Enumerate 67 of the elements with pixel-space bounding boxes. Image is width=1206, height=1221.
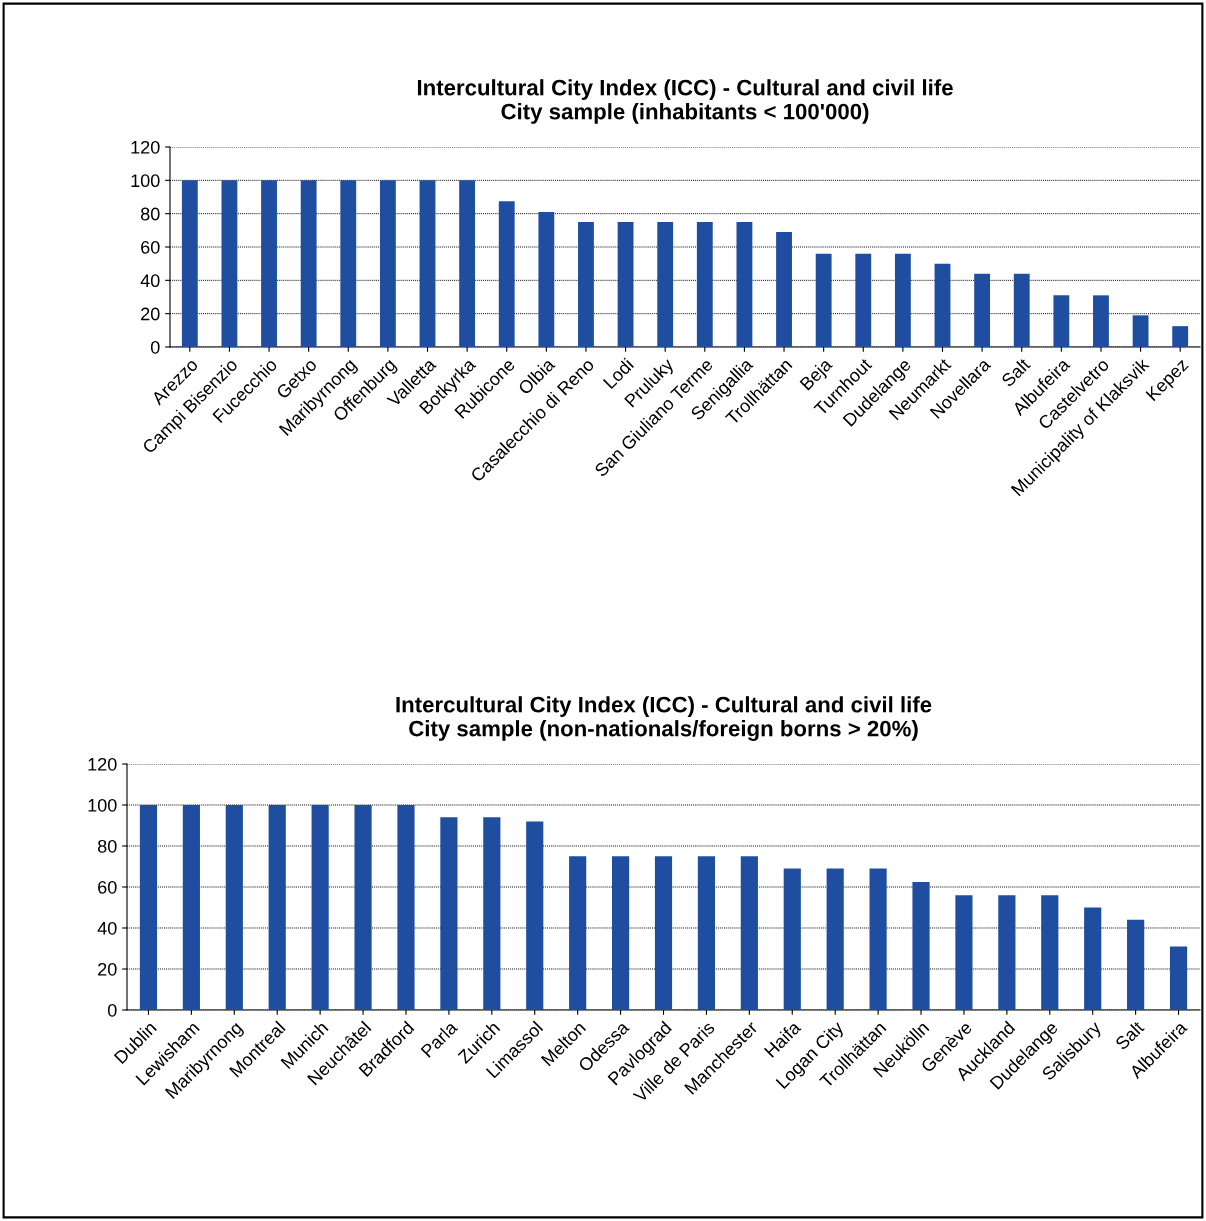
bar bbox=[1084, 907, 1102, 1010]
chart-title: Intercultural City Index (ICC) - Cultural and civil life City sample (inhabitants < 100'000) bbox=[417, 79, 953, 124]
y-tick-label: 100 bbox=[88, 798, 117, 812]
bar bbox=[815, 253, 832, 347]
bar bbox=[654, 856, 673, 1010]
y-tick-label: 80 bbox=[97, 839, 117, 853]
bar bbox=[1093, 295, 1109, 347]
bar bbox=[181, 180, 198, 347]
bar bbox=[354, 805, 372, 1010]
bar bbox=[974, 273, 991, 347]
bar bbox=[740, 856, 758, 1010]
bar bbox=[440, 817, 458, 1010]
bar bbox=[459, 180, 476, 347]
y-tick-label: 120 bbox=[131, 140, 160, 154]
bar bbox=[696, 222, 713, 347]
bar bbox=[855, 253, 872, 347]
y-tick-label: 60 bbox=[141, 240, 160, 254]
bar bbox=[538, 212, 555, 347]
bar bbox=[826, 868, 844, 1010]
bar bbox=[182, 805, 200, 1010]
bar bbox=[397, 805, 415, 1010]
bar bbox=[1169, 946, 1188, 1010]
bar bbox=[869, 868, 887, 1010]
bar bbox=[657, 222, 674, 347]
bar bbox=[1172, 326, 1189, 347]
bar bbox=[912, 881, 930, 1010]
bar bbox=[955, 895, 973, 1010]
bar bbox=[1132, 315, 1149, 347]
y-tick-label: 0 bbox=[107, 1003, 117, 1017]
bar bbox=[225, 805, 243, 1010]
bar bbox=[419, 180, 436, 347]
bar bbox=[340, 180, 357, 347]
bar bbox=[998, 895, 1016, 1010]
bar bbox=[1041, 895, 1059, 1010]
y-tick-label: 0 bbox=[150, 340, 160, 354]
bar bbox=[379, 180, 396, 347]
bar bbox=[776, 232, 792, 347]
bar bbox=[736, 222, 753, 347]
bar bbox=[697, 856, 715, 1010]
bar bbox=[934, 263, 951, 347]
bar bbox=[526, 821, 544, 1010]
bar bbox=[139, 805, 158, 1010]
bar bbox=[268, 805, 286, 1010]
y-tick-label: 20 bbox=[141, 307, 160, 321]
y-tick-label: 20 bbox=[98, 962, 117, 976]
y-tick-label: 120 bbox=[88, 757, 117, 771]
bar bbox=[894, 253, 911, 347]
bar bbox=[1127, 919, 1145, 1010]
bar bbox=[617, 222, 634, 347]
y-tick-label: 60 bbox=[98, 880, 117, 894]
bar bbox=[498, 201, 515, 347]
bar bbox=[221, 180, 238, 347]
y-tick-label: 100 bbox=[131, 174, 160, 188]
bar bbox=[612, 856, 630, 1010]
bar bbox=[783, 868, 801, 1010]
y-tick-label: 40 bbox=[140, 274, 160, 288]
bar bbox=[578, 222, 594, 347]
y-tick-label: 80 bbox=[140, 207, 160, 221]
bar bbox=[261, 180, 277, 347]
bar bbox=[483, 817, 501, 1010]
bar bbox=[300, 180, 317, 347]
chart-title: Intercultural City Index (ICC) - Cultural and civil life City sample (non-nationals/foreign borns > 20%) bbox=[396, 696, 932, 741]
y-tick-label: 40 bbox=[97, 921, 117, 935]
bar bbox=[311, 805, 329, 1010]
bar bbox=[1013, 273, 1030, 347]
bar bbox=[569, 856, 587, 1010]
bar bbox=[1053, 295, 1070, 347]
